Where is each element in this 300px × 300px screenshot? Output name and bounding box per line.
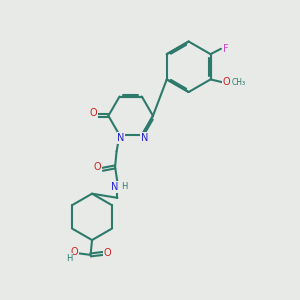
Text: F: F [224, 44, 229, 54]
Text: N: N [111, 182, 119, 192]
Text: O: O [93, 162, 101, 172]
Text: O: O [223, 77, 230, 87]
Text: N: N [117, 133, 125, 143]
Text: N: N [140, 133, 148, 143]
Text: CH₃: CH₃ [231, 78, 245, 87]
Text: H: H [121, 182, 127, 191]
Text: O: O [104, 248, 112, 258]
Text: H: H [66, 254, 72, 263]
Text: O: O [71, 247, 78, 257]
Text: O: O [89, 108, 97, 118]
